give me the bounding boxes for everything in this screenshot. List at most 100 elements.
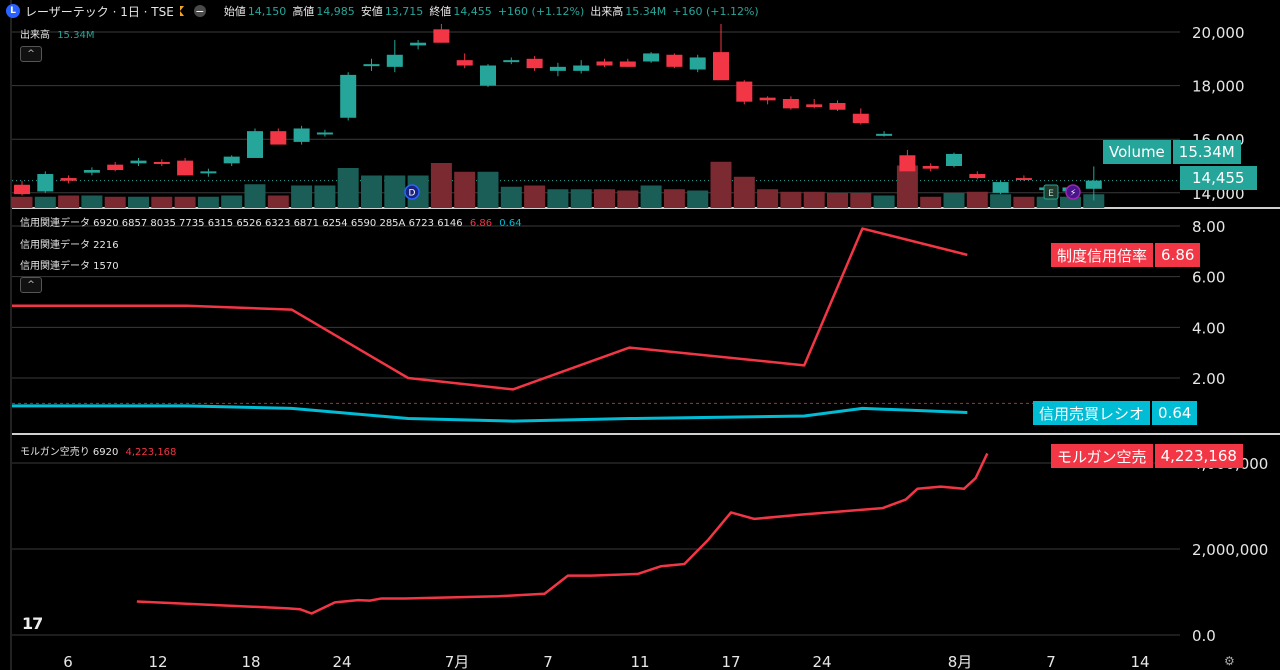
ohlc-value: 13,715 — [384, 5, 424, 18]
volume-bar — [34, 196, 56, 208]
ohlc-value: 14,985 — [316, 5, 355, 18]
candle-body — [526, 58, 543, 69]
time-axis-label: 18 — [241, 653, 260, 670]
candle-body — [107, 164, 124, 171]
volume-bar — [827, 193, 848, 208]
candle-body — [60, 178, 77, 181]
time-axis[interactable]: 6 12 18 24 7月 7 11 17 24 8月 7 14 — [63, 653, 1149, 670]
earnings-marker-label: E — [1048, 189, 1054, 199]
short-interest-line — [136, 452, 989, 615]
candle-body — [549, 66, 566, 71]
volume-bar — [500, 186, 522, 208]
candle-body — [1015, 178, 1032, 181]
price-axis[interactable]: 20,00018,00016,00014,0008.006.004.002.00… — [1192, 24, 1268, 645]
margin-axis-tick: 2.00 — [1192, 370, 1225, 388]
candle-body — [223, 156, 240, 164]
symbol-title[interactable]: レーザーテック · 1日 · TSE — [25, 4, 174, 19]
earnings-marker — [1043, 184, 1059, 200]
short-badge-name: モルガン空売 — [1051, 444, 1153, 468]
short-legend-value: 4,223,168 — [125, 447, 177, 458]
volume-bar — [873, 195, 895, 208]
flag-icon[interactable] — [179, 6, 184, 16]
settings-icon[interactable]: ⚙ — [1224, 654, 1235, 668]
collapse-price-pane-button[interactable]: ^ — [20, 46, 42, 62]
sell-buy-ratio-badge-name: 信用売買レシオ — [1033, 401, 1151, 425]
time-axis-label: 12 — [148, 653, 167, 670]
volume-badge-value: 15.34M — [1172, 140, 1241, 164]
candle-body — [713, 52, 729, 81]
volume-bar — [384, 175, 406, 208]
short-legend-title: モルガン空売り 6920 — [20, 447, 119, 458]
volume-bar — [174, 196, 196, 208]
time-axis-label: 24 — [332, 653, 351, 670]
volume-bar — [547, 189, 569, 208]
candle-body — [922, 166, 939, 169]
collapse-margin-pane-button[interactable]: ^ — [20, 277, 42, 293]
margin-legend-1570[interactable]: 信用関連データ 1570 — [20, 261, 119, 272]
candle-body — [666, 54, 683, 67]
sell-buy-ratio-badge-value: 0.64 — [1152, 401, 1198, 425]
candle-body — [573, 65, 590, 71]
candle-body — [503, 60, 520, 63]
short-axis-tick: 0.0 — [1192, 627, 1216, 645]
candlesticks: D E ⚡ — [14, 23, 1102, 201]
candle-body — [946, 153, 962, 166]
volume-bar — [1060, 196, 1081, 208]
time-axis-label: 14 — [1130, 653, 1149, 670]
margin-legend-ratio: 6.86 — [469, 218, 493, 229]
symbol-logo[interactable]: L — [6, 4, 20, 18]
candle-body — [456, 60, 473, 66]
last-price-value: 14,455 — [1180, 166, 1257, 190]
candle-body — [759, 97, 776, 101]
tradingview-logo[interactable]: 17 — [22, 614, 43, 633]
candle-body — [340, 74, 357, 118]
time-axis-label: 24 — [812, 653, 831, 670]
dividend-marker — [404, 184, 420, 200]
ohlc-label: 始値 — [223, 5, 246, 18]
candle-body — [829, 103, 846, 110]
volume-bar — [780, 191, 802, 208]
candle-body — [386, 54, 403, 67]
candle-body — [363, 64, 380, 67]
margin-legend-title: 信用関連データ 6920 6857 8035 7735 6315 6526 63… — [20, 218, 463, 229]
ohlc-label: 出来高 — [590, 5, 624, 18]
chart-header: L レーザーテック · 1日 · TSE − 始値 14,150 高値 14,985 安… — [6, 0, 759, 22]
ohlc-label: 高値 — [292, 5, 315, 18]
candle-body — [316, 132, 333, 135]
volume-bar — [477, 171, 499, 208]
candle-body — [433, 29, 450, 43]
volume-bar — [920, 196, 942, 208]
ohlc-values: 始値 14,150 高値 14,985 安値 13,715 終値 14,455 +160 (+1… — [218, 3, 759, 19]
volume-bar — [197, 196, 219, 208]
time-axis-label: 7 — [1046, 653, 1056, 670]
margin-ratio-line — [12, 227, 968, 391]
short-badge-value: 4,223,168 — [1154, 444, 1243, 468]
candle-body — [37, 174, 54, 192]
candle-body — [177, 160, 194, 176]
margin-legend-sellbuy: 0.64 — [499, 218, 522, 229]
volume-badge: Volume 15.34M — [1103, 140, 1241, 164]
margin-legend-2216[interactable]: 信用関連データ 2216 — [20, 240, 119, 251]
volume-bar — [244, 184, 266, 208]
price-axis-tick: 20,000 — [1192, 24, 1245, 42]
volume-legend[interactable]: 出来高 15.34M — [20, 26, 94, 41]
time-axis-label: 7 — [543, 653, 553, 670]
short-legend[interactable]: モルガン空売り 6920 4,223,168 — [20, 443, 176, 458]
volume-bar — [1083, 194, 1105, 208]
volume-bar — [221, 195, 243, 208]
time-axis-label: 8月 — [948, 653, 973, 670]
volume-bar — [11, 196, 33, 208]
volume-bar — [81, 195, 103, 208]
volume-bar — [267, 195, 289, 208]
margin-ratio-badge: 制度信用倍率 6.86 — [1051, 243, 1201, 267]
candle-body — [410, 42, 427, 46]
candle-body — [899, 155, 916, 172]
candle-body — [969, 174, 986, 179]
hide-icon[interactable]: − — [193, 4, 206, 18]
volume-bar — [291, 185, 313, 208]
margin-legend[interactable]: 信用関連データ 6920 6857 8035 7735 6315 6526 63… — [20, 214, 522, 229]
volume-bar — [361, 175, 382, 208]
ohlc-value: +160 (+1.12%) — [672, 5, 759, 18]
ohlc-label: 安値 — [360, 5, 383, 18]
